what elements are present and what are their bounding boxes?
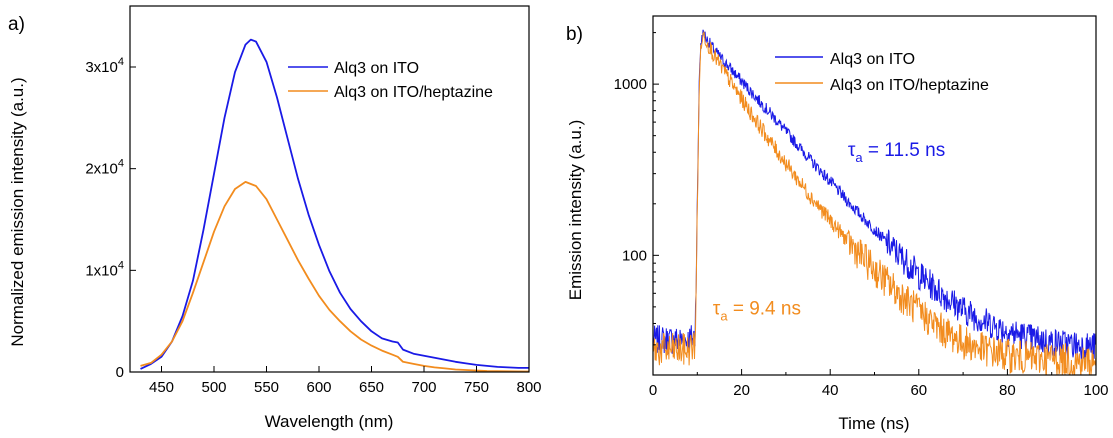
- lifetime-annotation-0: τa = 11.5 ns: [848, 140, 945, 165]
- y-tick-label-a: 2x104: [85, 158, 124, 178]
- legend-b: Alq3 on ITO Alq3 on ITO/heptazine: [775, 51, 989, 94]
- series-line-a-1: [140, 180, 530, 373]
- chart-a: a) Normalized emission intensity (a.u.) …: [8, 5, 542, 431]
- ticks-a: 450 500 550 600 650 700 750 800 0 1x104 2x104 3x104: [85, 56, 541, 396]
- x-tick-label-b: 100: [1083, 382, 1108, 399]
- series-group-b: [653, 29, 1096, 375]
- x-tick-label-b: 0: [649, 382, 657, 399]
- y-axis-label-a: Normalized emission intensity (a.u.): [8, 77, 27, 346]
- panel-label-b: b): [566, 24, 583, 45]
- x-axis-label-b: Time (ns): [838, 414, 909, 433]
- x-tick-label-b: 60: [910, 382, 927, 399]
- series-group-a: [140, 38, 530, 373]
- legend-label-alq3-ito: Alq3 on ITO: [334, 60, 419, 77]
- x-tick-label-b: 80: [999, 382, 1016, 399]
- series-line-b-0: [653, 29, 1096, 361]
- y-tick-label-b: 100: [622, 247, 647, 264]
- x-tick-label-a: 450: [149, 379, 174, 396]
- x-tick-label-b: 20: [733, 382, 750, 399]
- x-tick-label-b: 40: [822, 382, 839, 399]
- x-tick-label-a: 600: [306, 379, 331, 396]
- ticks-b: 0 20 40 60 80 100 100 1000: [614, 32, 1109, 399]
- legend-label-b-alq3-ito: Alq3 on ITO: [830, 51, 915, 68]
- x-tick-label-a: 550: [254, 379, 279, 396]
- x-tick-label-a: 650: [359, 379, 384, 396]
- chart-b: b) Emission intensity (a.u.) Time (ns) 0…: [566, 15, 1109, 433]
- plot-frame-a: [129, 5, 530, 373]
- y-tick-label-a: 0: [116, 364, 124, 381]
- y-tick-label-a: 3x104: [85, 56, 124, 76]
- y-tick-label-b: 1000: [614, 76, 647, 93]
- legend-label-b-alq3-heptazine: Alq3 on ITO/heptazine: [830, 77, 989, 94]
- x-axis-label-a: Wavelength (nm): [265, 412, 394, 431]
- legend-label-alq3-heptazine: Alq3 on ITO/heptazine: [334, 84, 493, 101]
- annotations-b: τa = 11.5 ns τa = 9.4 ns: [713, 140, 945, 324]
- lifetime-annotation-1: τa = 9.4 ns: [713, 299, 801, 324]
- legend-a: Alq3 on ITO Alq3 on ITO/heptazine: [288, 60, 493, 101]
- panel-label-a: a): [8, 14, 25, 35]
- x-tick-label-a: 750: [464, 379, 489, 396]
- y-tick-label-a: 1x104: [85, 259, 124, 279]
- x-tick-label-a: 800: [516, 379, 541, 396]
- y-axis-label-b: Emission intensity (a.u.): [566, 120, 585, 300]
- series-line-b-1: [653, 31, 1096, 375]
- x-tick-label-a: 500: [201, 379, 226, 396]
- series-line-a-0: [140, 38, 529, 370]
- x-tick-label-a: 700: [411, 379, 436, 396]
